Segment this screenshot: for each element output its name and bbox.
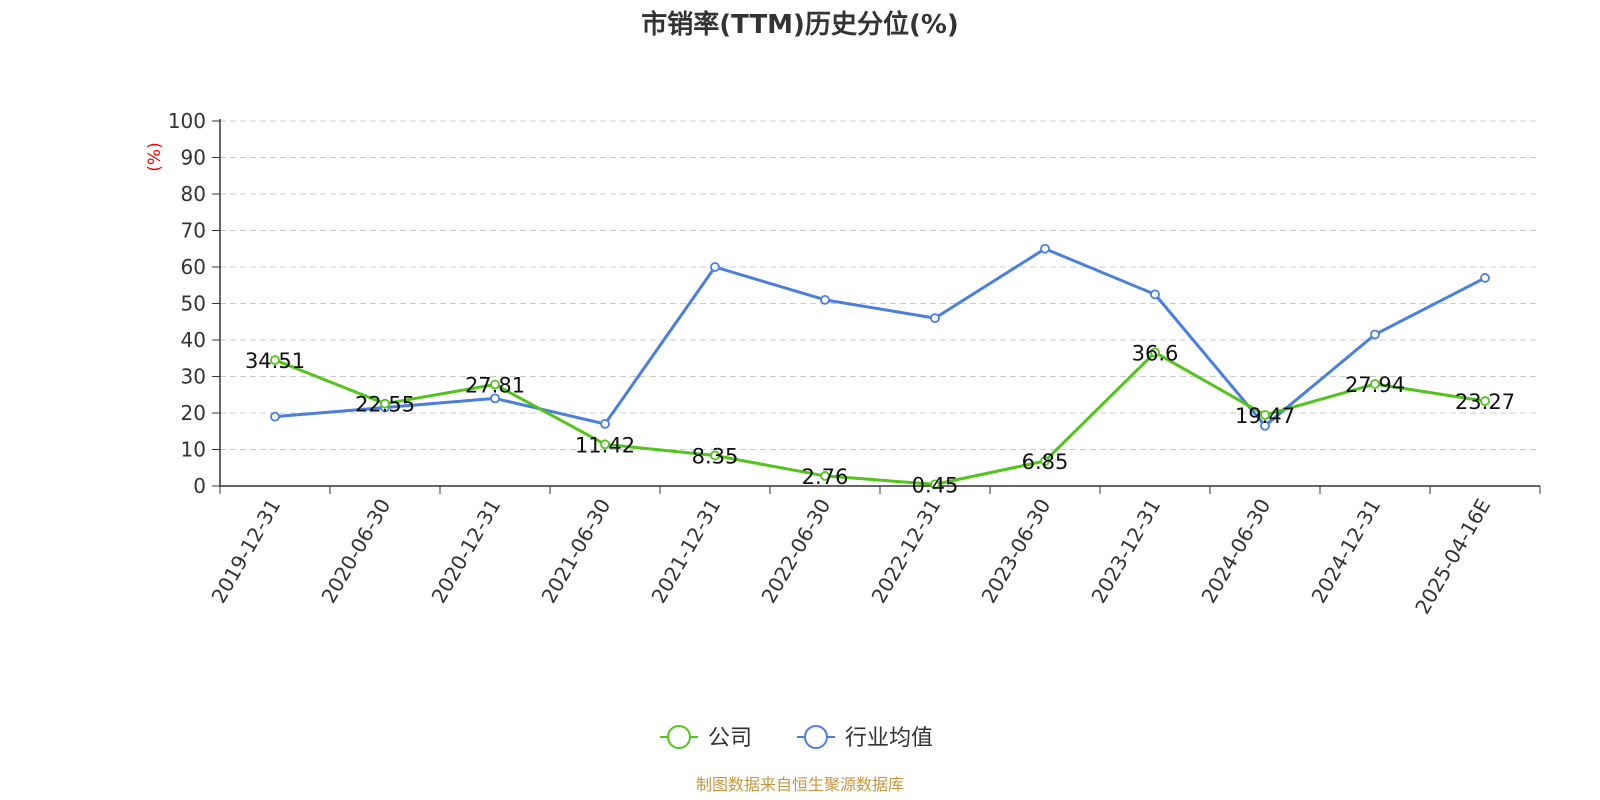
legend-label: 行业均值	[845, 726, 933, 751]
data-point	[1480, 396, 1490, 406]
data-point	[1370, 329, 1380, 340]
y-tick-label: 0	[193, 474, 206, 498]
legend-item[interactable]: 行业均值	[797, 725, 933, 751]
data-point	[930, 313, 940, 324]
data-point	[490, 393, 500, 404]
grid-layer	[220, 120, 1540, 450]
y-tick-label: 30	[181, 365, 206, 389]
series-layer	[270, 243, 1490, 490]
data-point	[1370, 379, 1380, 389]
data-point	[710, 262, 720, 272]
data-point	[1480, 273, 1490, 283]
source-note: 制图数据来自恒生聚源数据库	[696, 775, 904, 794]
x-tick-label: 2024-12-31	[1306, 495, 1385, 608]
data-point	[1260, 410, 1270, 420]
data-label: 11.42	[575, 433, 635, 457]
data-point	[710, 450, 720, 461]
data-label: 0.45	[912, 473, 959, 497]
x-tick-label: 2021-06-30	[536, 495, 615, 608]
x-tick-label: 2020-06-30	[316, 495, 395, 608]
y-tick-label: 40	[181, 328, 206, 352]
x-tick-label: 2022-12-31	[866, 495, 945, 608]
legend[interactable]: 公司 行业均值	[660, 725, 933, 751]
legend-label: 公司	[708, 726, 752, 751]
chart-title: 市销率(TTM)历史分位(%)	[641, 10, 959, 40]
y-axis-label: (%)	[145, 142, 165, 171]
data-label: 19.47	[1235, 404, 1295, 428]
data-point	[820, 471, 830, 481]
data-point	[380, 398, 390, 409]
data-point	[1150, 289, 1160, 300]
y-tick-label: 60	[181, 255, 206, 279]
x-tick-label: 2023-12-31	[1086, 495, 1165, 608]
y-tick-label: 100	[168, 109, 206, 133]
data-label: 23.27	[1455, 390, 1515, 414]
data-point	[600, 419, 610, 429]
data-point	[490, 379, 500, 390]
legend-marker-icon	[804, 725, 828, 749]
data-point	[820, 294, 830, 305]
data-label: 36.6	[1132, 341, 1179, 365]
x-tick-label: 2021-12-31	[646, 495, 725, 608]
data-label: 27.94	[1345, 373, 1405, 397]
data-label: 27.81	[465, 373, 525, 397]
data-label: 8.35	[692, 445, 739, 469]
data-point	[600, 439, 610, 450]
x-tick-label: 2023-06-30	[976, 495, 1055, 608]
x-tick-label: 2020-12-31	[426, 495, 505, 608]
data-label: 34.51	[245, 349, 305, 373]
axis-layer: 0 10 20 30 40 50 60 70 80 90 100 2019-12-31 2020-06-…	[168, 109, 1541, 619]
data-point	[1040, 456, 1050, 466]
y-tick-label: 20	[181, 401, 206, 425]
legend-item[interactable]: 公司	[660, 725, 752, 751]
data-label: 6.85	[1022, 450, 1069, 474]
y-tick-label: 70	[181, 219, 206, 243]
y-tick-label: 90	[181, 146, 206, 170]
data-point	[1150, 347, 1160, 358]
x-tick-label: 2024-06-30	[1196, 495, 1275, 608]
series-line	[274, 350, 1486, 486]
data-point	[1260, 420, 1270, 431]
data-point	[270, 411, 280, 422]
x-tick-label: 2025-04-16E	[1410, 495, 1495, 619]
x-tick-label: 2019-12-31	[206, 495, 285, 608]
y-tick-label: 50	[181, 292, 206, 316]
x-tick-label: 2022-06-30	[756, 495, 835, 608]
y-tick-label: 80	[181, 182, 206, 206]
legend-marker-icon	[667, 725, 691, 749]
data-label: 22.55	[355, 393, 415, 417]
data-point	[930, 479, 940, 490]
y-tick-label: 10	[181, 438, 206, 462]
data-point	[270, 355, 280, 365]
data-label: 2.76	[802, 465, 849, 489]
series-line	[274, 247, 1486, 428]
data-label-layer: 34.51 22.55 27.81 11.42 8.35 2.76 0.45 6.85 36.6…	[245, 341, 1515, 497]
data-point	[1040, 243, 1050, 254]
